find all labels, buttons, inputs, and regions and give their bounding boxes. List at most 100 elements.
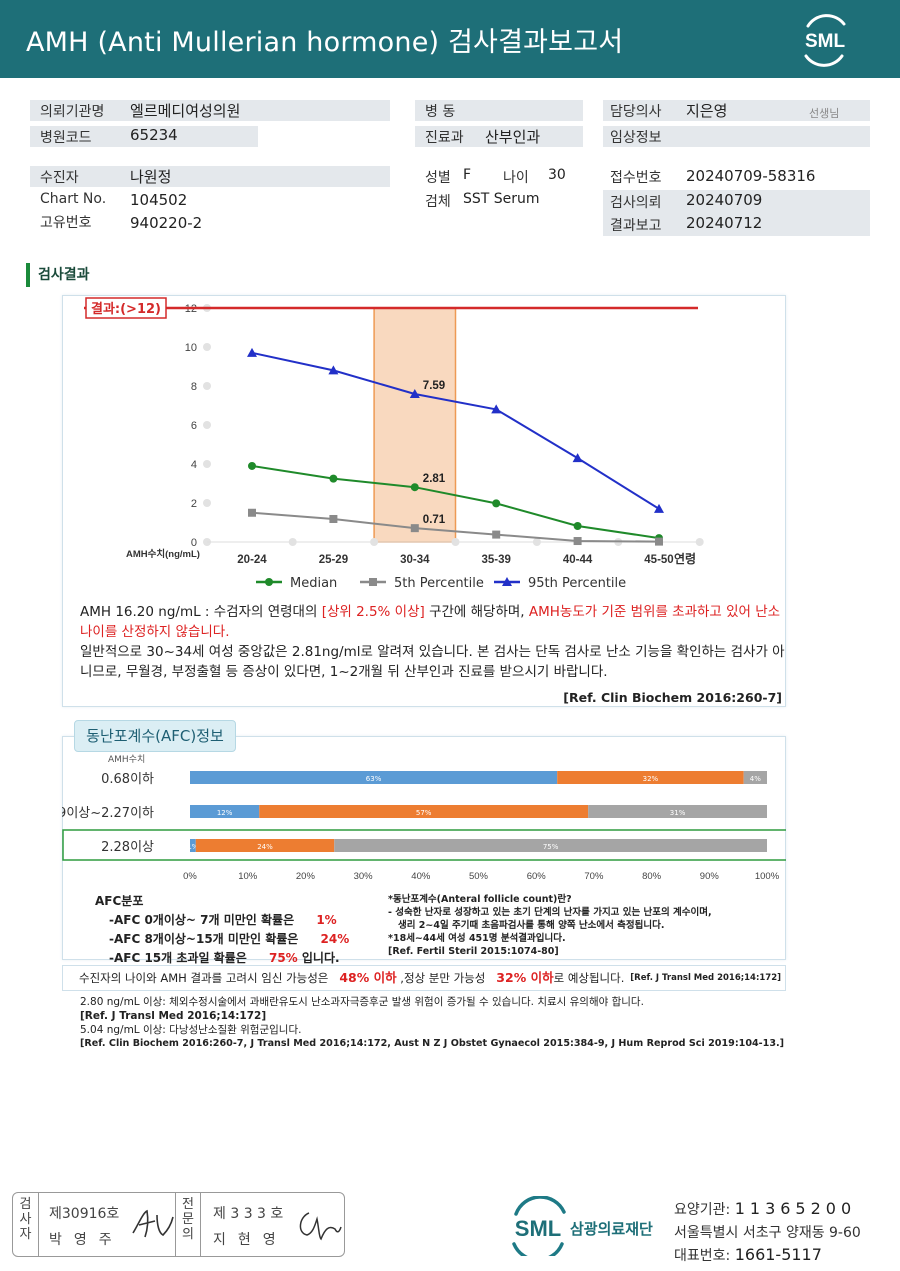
afc-tab: 동난포계수(AFC)정보 — [74, 720, 236, 752]
x-tick-label: 30-34 — [400, 554, 430, 566]
data-point — [328, 365, 339, 375]
signature-col-char: 검 — [19, 1197, 32, 1212]
specimen-value: SST Serum — [463, 191, 540, 207]
data-point — [573, 522, 582, 531]
pregnancy-probability: 수진자의 나이와 AMH 결과를 고려시 임신 가능성은 48% 이하 ,정상 … — [62, 965, 786, 991]
data-point — [410, 524, 419, 533]
signature-col-char: 전 — [182, 1197, 194, 1212]
data-point — [409, 388, 420, 398]
y-tick-label: 0 — [191, 537, 197, 549]
specialist-signature — [299, 1212, 342, 1241]
afc-segment-label: 12% — [217, 809, 233, 817]
afc-bar-segment — [334, 839, 767, 852]
patient-bar — [30, 166, 390, 187]
hospital-label: 의뢰기관명 — [40, 104, 105, 120]
afc-distribution: AFC분포 -AFC 0개이상~ 7개 미만인 확률은 1% -AFC 8개이상~… — [95, 892, 349, 968]
afc-list-item: -AFC 15개 초과일 확률은 75% 입니다. — [95, 949, 349, 968]
x-tick-label: 40-44 — [563, 554, 593, 566]
result-heading: 검사결과 — [26, 263, 90, 287]
interpretation-p1-d: AMH농도가 기준 범위를 초과하고 있어 난소나이를 산정하지 않습니다. — [80, 604, 781, 640]
afc-highlight-row — [62, 829, 786, 861]
interpretation-p1-a: AMH 16.20 ng/mL : 수검자의 연령대의 — [80, 604, 322, 620]
data-point — [248, 461, 256, 470]
data-point — [572, 453, 583, 463]
y-tick-dot — [203, 382, 211, 390]
signature-col-char: 사 — [19, 1212, 32, 1227]
highlight-band — [373, 307, 457, 543]
interpretation-p1-b: [상위 2.5% 이상] — [321, 604, 425, 620]
afc-list-part: -AFC 15개 초과일 확률은 — [109, 951, 251, 965]
footer-inst-label: 요양기관: — [674, 1202, 731, 1218]
x-tick-dot — [370, 538, 379, 546]
hospital-bar — [30, 100, 390, 121]
chart-value: 104502 — [130, 191, 188, 209]
series-line-95th-percentile — [251, 351, 660, 510]
data-point — [655, 537, 663, 546]
footer-tel-value: 1661-5117 — [734, 1245, 822, 1264]
y-tick-dot — [203, 343, 211, 351]
hospital-value: 엘르메디여성의원 — [130, 102, 241, 120]
footer-logo-text: SML — [515, 1216, 561, 1241]
specimen-label: 검체 — [425, 194, 451, 210]
footer-tel: 대표번호: 1661-5117 — [674, 1245, 822, 1265]
examiner-license: 제30916호 — [49, 1206, 120, 1222]
footnote-1: 2.80 ng/mL 이상: 체외수정시술에서 과배란유도시 난소과자극증후군 … — [80, 996, 644, 1008]
x-tick-label: 20-24 — [237, 554, 267, 566]
data-point — [248, 508, 256, 517]
afc-segment-label: 63% — [366, 775, 382, 783]
afc-x-tick: 70% — [584, 871, 604, 882]
afc-list-part: 24% — [320, 932, 350, 946]
afc-list-part: 1% — [316, 913, 337, 927]
amh-line-chart: 02468101220-2425-2930-3435-3940-4445-50연… — [84, 297, 704, 591]
afc-def-1: *동난포계수(Anteral follicle count)란? — [388, 894, 572, 905]
footnote-ref-2: [Ref. Clin Biochem 2016:260-7, J Transl … — [80, 1038, 785, 1049]
id-label: 고유번호 — [40, 215, 92, 231]
examiner-name: 박영주 — [49, 1232, 124, 1248]
data-point — [329, 514, 338, 523]
afc-list-title: AFC분포 — [95, 894, 144, 908]
receipt-label: 접수번호 — [610, 170, 662, 186]
afc-x-tick: 80% — [642, 871, 662, 882]
footnote-ref-1: [Ref. J Transl Med 2016;14:172] — [80, 1010, 267, 1022]
afc-x-tick: 60% — [527, 871, 547, 882]
x-tick-label: 25-29 — [319, 554, 348, 566]
ward-label: 병 동 — [425, 104, 456, 120]
footer-institution: 요양기관: 11365200 — [674, 1199, 856, 1219]
age-label: 나이 — [503, 170, 529, 186]
interpretation-p2: 일반적으로 30~34세 여성 중앙값은 2.81ng/ml로 알려져 있습니다… — [80, 644, 785, 680]
prob-text-1: 수진자의 나이와 AMH 결과를 고려시 임신 가능성은 — [79, 971, 329, 985]
data-point — [329, 474, 338, 483]
series-line-5th-percentile — [251, 511, 660, 543]
report-header: AMH (Anti Mullerian hormone) 검사결과보고서 SML — [0, 0, 900, 78]
report-title: AMH (Anti Mullerian hormone) 검사결과보고서 — [26, 27, 624, 58]
afc-x-tick: 30% — [354, 871, 374, 882]
data-point — [654, 503, 664, 513]
y-tick-dot — [203, 421, 211, 429]
legend-label: 95th Percentile — [528, 576, 626, 591]
afc-segment-label: 32% — [643, 775, 659, 783]
sex-value: F — [463, 167, 472, 183]
interpretation-p1: AMH 16.20 ng/mL : 수검자의 연령대의 [상위 2.5% 이상]… — [80, 602, 786, 642]
footer-tel-label: 대표번호: — [674, 1248, 731, 1264]
patient-value: 나원정 — [130, 168, 172, 186]
afc-bar-segment — [557, 771, 744, 784]
legend-label: 5th Percentile — [394, 576, 484, 591]
data-label: 0.71 — [423, 514, 446, 526]
x-axis-suffix: 연령 — [674, 551, 696, 566]
data-point — [491, 404, 502, 414]
afc-def-3: 생리 2~4일 주기때 초음파검사를 통해 양쪽 난소에서 측정됩니다. — [398, 920, 665, 931]
afc-x-tick: 0% — [183, 871, 197, 882]
x-tick-dot — [695, 538, 704, 546]
doctor-value: 지은영 — [686, 102, 728, 120]
specialist-name: 지현영 — [213, 1232, 288, 1248]
x-tick-dot — [532, 538, 541, 546]
receipt-value: 20240709-58316 — [686, 167, 816, 185]
age-value: 30 — [548, 167, 566, 183]
afc-bar-segment — [259, 805, 589, 818]
footer-foundation: 삼광의료재단 — [570, 1220, 653, 1238]
footer-address: 서울특별시 서초구 양재동 9-60 — [674, 1225, 861, 1241]
result-label-box — [85, 297, 167, 319]
afc-list-item: -AFC 8개이상~15개 미만인 확률은 24% — [95, 930, 349, 949]
prob-text-2: ,정상 분만 가능성 — [400, 971, 486, 985]
